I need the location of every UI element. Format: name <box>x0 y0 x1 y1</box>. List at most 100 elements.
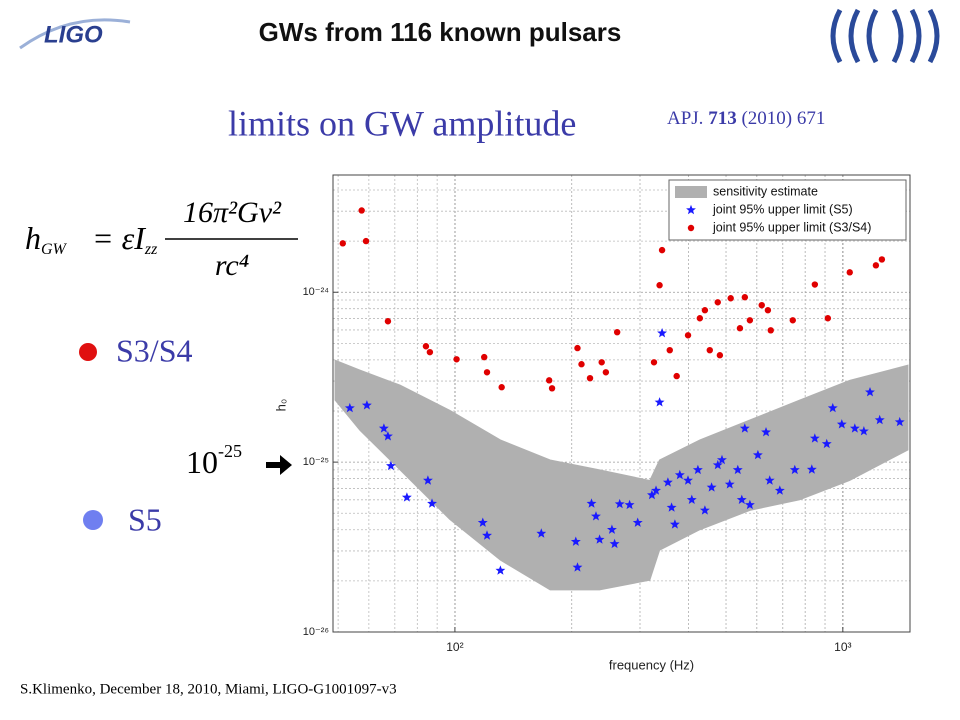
star-point <box>717 454 727 465</box>
dot-point <box>673 372 680 380</box>
star-point <box>662 477 673 487</box>
star-point <box>651 485 661 495</box>
star-point <box>865 387 875 397</box>
y-axis-label: h₀ <box>273 399 288 412</box>
star-point <box>477 517 488 527</box>
star-point <box>386 460 396 471</box>
logo-swoosh <box>19 18 131 50</box>
formula: hGW = εIzz 16π²Gν² rc⁴ <box>25 196 298 282</box>
star-point <box>594 534 605 544</box>
dot-point <box>548 385 556 392</box>
star-point <box>632 517 643 527</box>
legend-label: joint 95% upper limit (S5) <box>712 202 853 216</box>
dot-point <box>878 256 886 263</box>
logo-arc <box>866 8 879 64</box>
dot-point <box>811 281 819 288</box>
base: 10 <box>186 444 218 480</box>
star-point <box>427 498 437 508</box>
reference: APJ. 713 (2010) 671 <box>667 108 825 129</box>
dot-point <box>846 269 853 276</box>
star-point <box>609 538 620 549</box>
star-point <box>858 426 869 436</box>
x-tick-label: 10³ <box>834 640 851 654</box>
star-point <box>806 464 817 474</box>
dot-point <box>736 325 744 332</box>
x-tick-label: 10² <box>446 640 463 654</box>
dot-point <box>764 307 772 314</box>
star-point <box>699 505 710 515</box>
dot-point <box>574 344 581 352</box>
star-point <box>657 328 667 338</box>
journal: APJ. <box>667 108 703 129</box>
dot-point <box>789 317 796 324</box>
star-point <box>383 431 393 441</box>
legend-box <box>668 179 907 241</box>
legend-label: sensitivity estimate <box>713 184 818 198</box>
dot-point <box>746 317 754 324</box>
footer: S.Klimenko, December 18, 2010, Miami, LI… <box>20 681 397 697</box>
star-point <box>614 498 625 509</box>
dot-point <box>483 369 491 376</box>
plot-frame <box>332 174 911 633</box>
plot: 10² 10³ 10⁻²⁶ 10⁻²⁵ 10⁻²⁴ frequency (Hz) h₀ sen… <box>273 174 911 672</box>
star-point <box>849 423 860 433</box>
logo-arc <box>927 8 940 64</box>
bullet-label: S3/S4 <box>116 332 192 368</box>
star-point <box>894 416 905 427</box>
star-point <box>736 494 747 504</box>
bullet-label: S5 <box>128 501 162 537</box>
right-logo <box>830 8 940 64</box>
dot-point <box>872 262 880 269</box>
dot-point <box>656 282 663 289</box>
denominator: rc⁴ <box>215 249 249 282</box>
star-point <box>674 469 685 480</box>
star-point <box>591 511 601 521</box>
logo-arc <box>891 8 904 64</box>
star-point <box>669 519 680 529</box>
y-tick-label: 10⁻²⁵ <box>303 456 329 468</box>
star-point <box>821 438 832 449</box>
dot-point <box>650 359 658 366</box>
dot-point <box>453 356 460 363</box>
dot-point <box>658 246 666 254</box>
star-point <box>724 479 735 489</box>
logo-arc <box>830 8 843 64</box>
arrow <box>266 455 292 475</box>
star-point <box>361 400 372 410</box>
subtitle: limits on GW amplitude <box>228 103 576 143</box>
star-point <box>401 492 412 502</box>
star-point <box>378 423 389 433</box>
legend-label: joint 95% upper limit (S3/S4) <box>712 220 871 234</box>
dot-point <box>684 332 692 339</box>
dot-point <box>481 353 488 361</box>
star-point <box>344 402 355 413</box>
marker-label: 10-25 <box>186 441 242 480</box>
dot-point <box>758 301 765 309</box>
dot-point <box>384 318 392 325</box>
dot-point <box>824 315 832 322</box>
star-point <box>739 423 750 433</box>
star-point <box>827 402 838 413</box>
star-point <box>764 475 775 485</box>
star-point <box>536 528 547 538</box>
numerator: 16π²Gν² <box>183 196 282 229</box>
star-point <box>744 499 755 510</box>
star-point <box>654 397 665 407</box>
star-point <box>692 464 703 475</box>
star-point <box>686 494 697 504</box>
star-point <box>423 475 433 485</box>
star-point <box>732 464 743 475</box>
y-tick-label: 10⁻²⁴ <box>303 286 330 298</box>
logo-arc <box>848 8 861 64</box>
slide-title: GWs from 116 known pulsars <box>259 17 622 47</box>
dot-point <box>362 237 370 245</box>
eps-i: = εI <box>92 220 146 256</box>
i-sub: zz <box>144 241 158 258</box>
dot-point <box>358 207 365 214</box>
dot-point <box>727 295 734 302</box>
dot-point <box>696 315 704 322</box>
formula-middle: = εIzz <box>92 220 158 257</box>
formula-lhs: hGW <box>25 220 68 257</box>
dot-point <box>706 346 713 354</box>
volume: 713 <box>708 108 737 129</box>
